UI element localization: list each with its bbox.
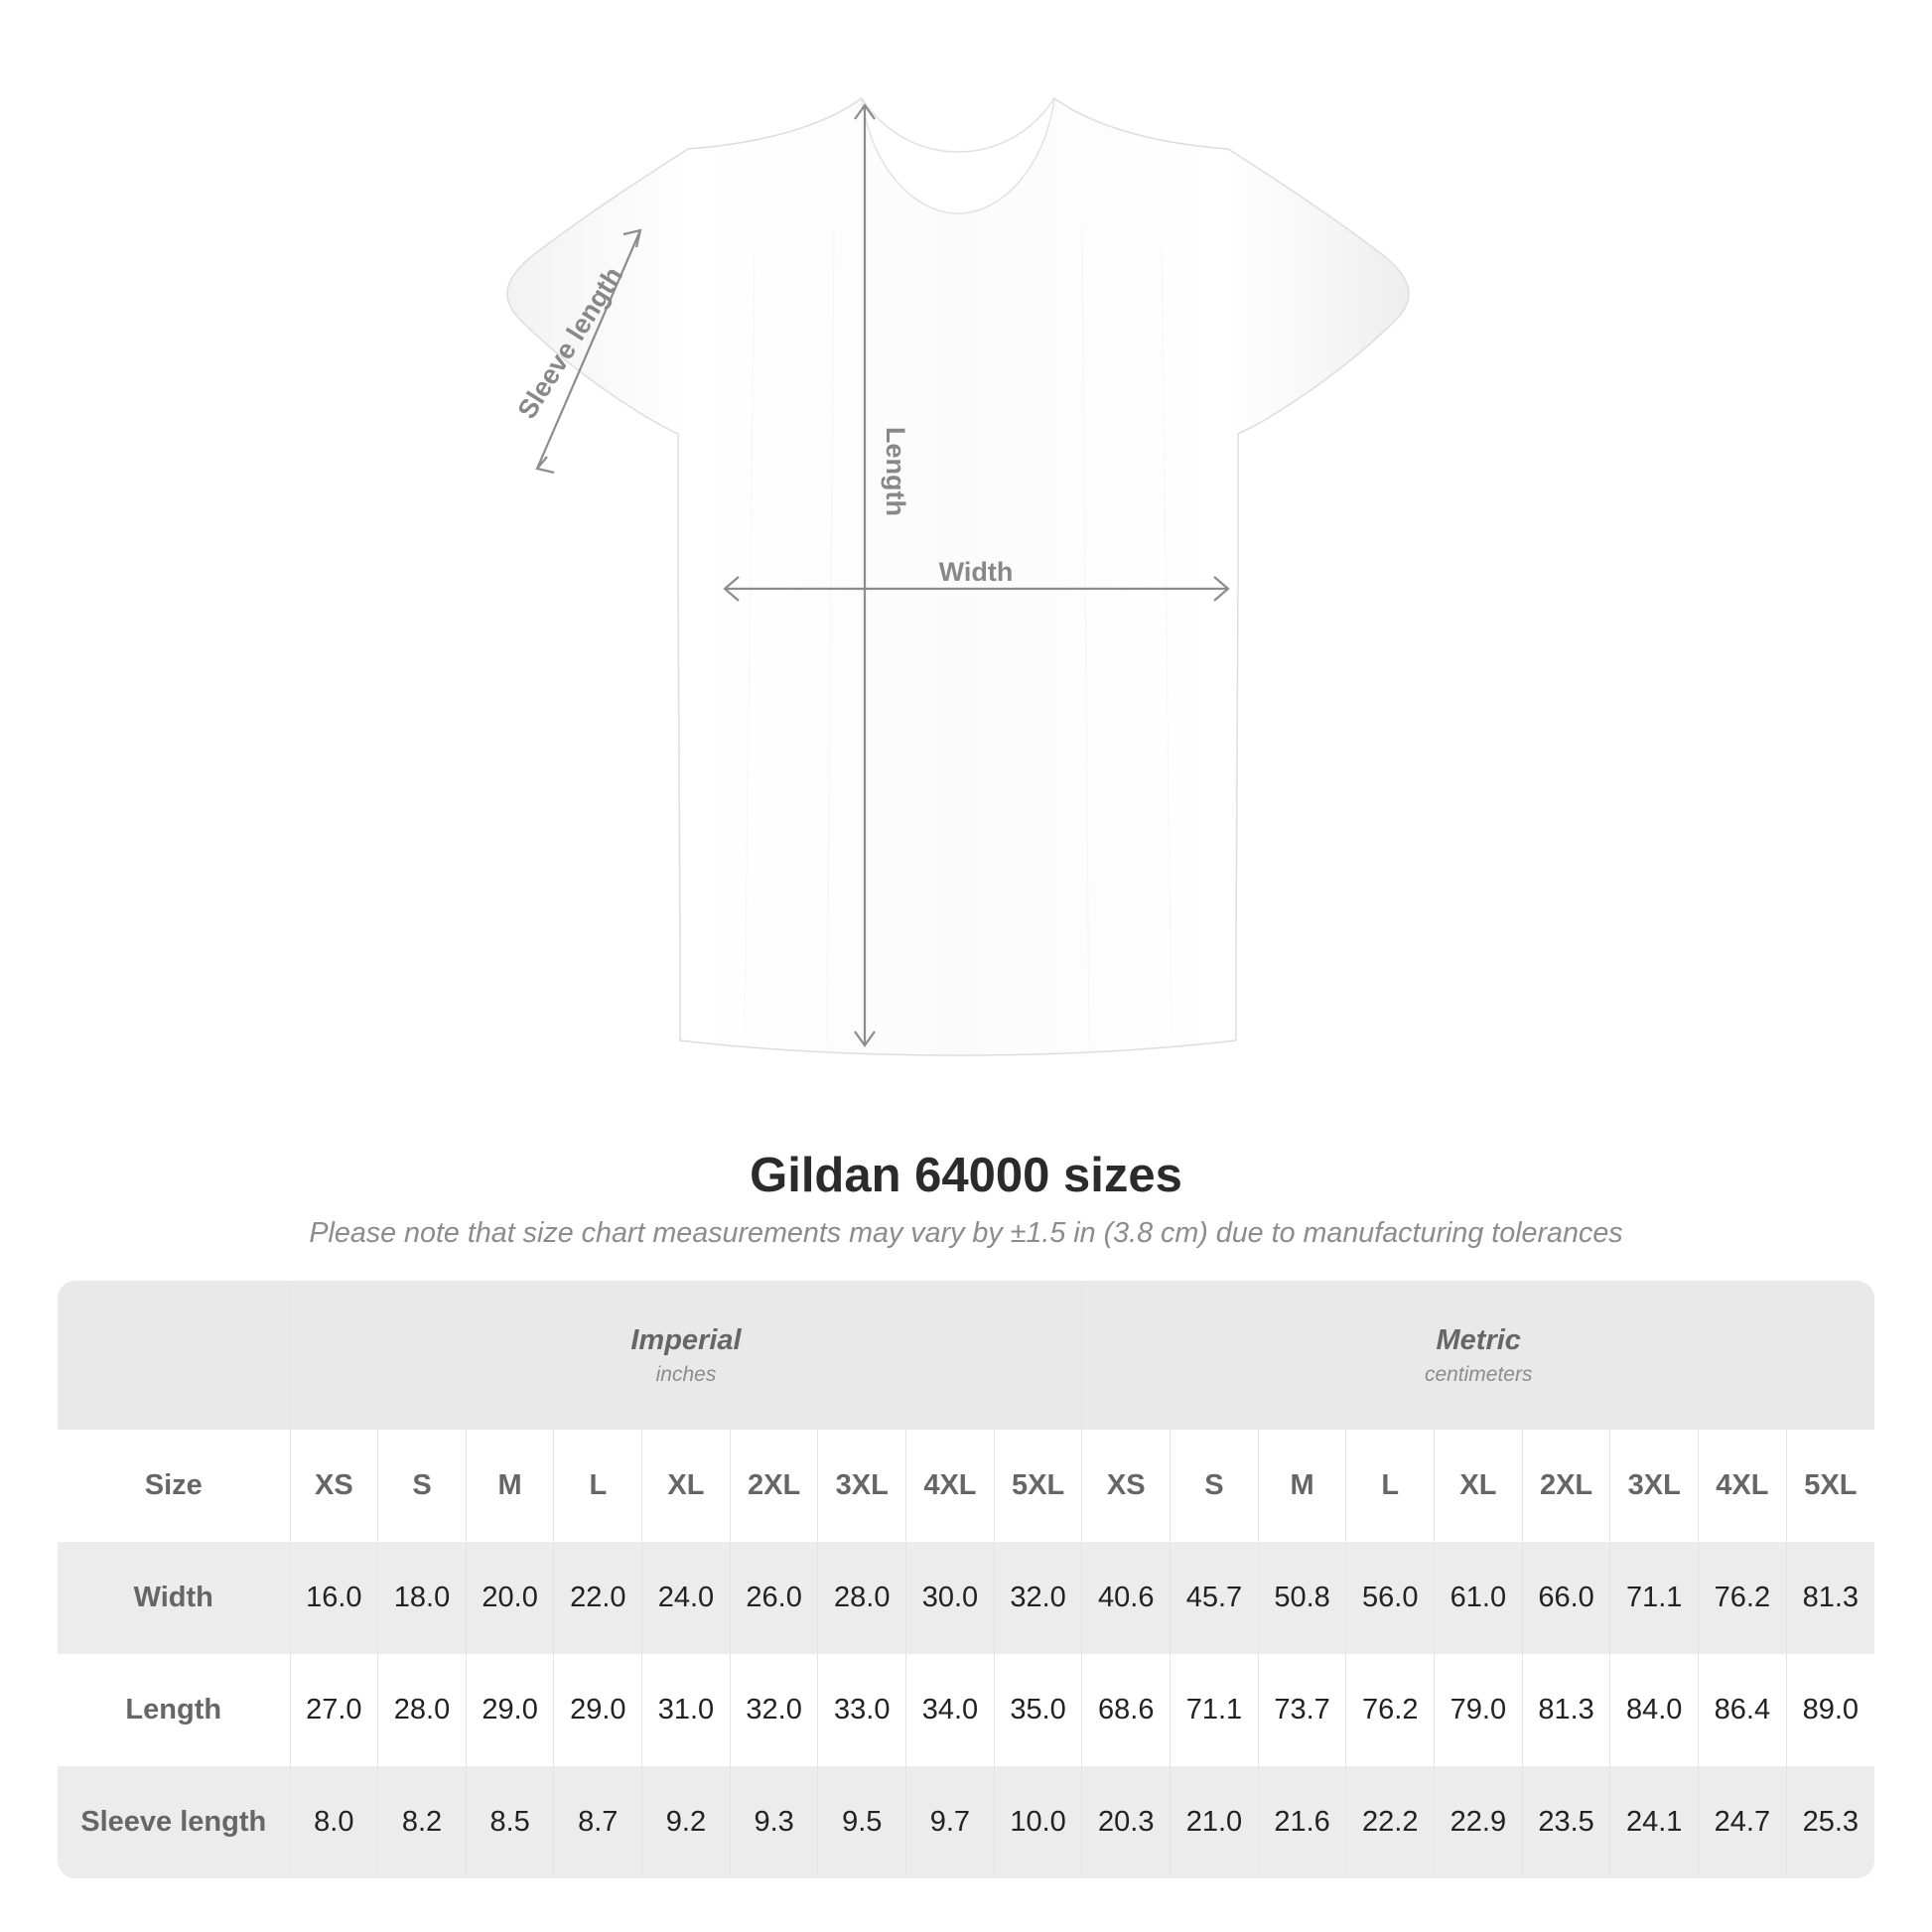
svg-text:Width: Width <box>939 557 1014 587</box>
svg-text:Length: Length <box>881 427 910 516</box>
